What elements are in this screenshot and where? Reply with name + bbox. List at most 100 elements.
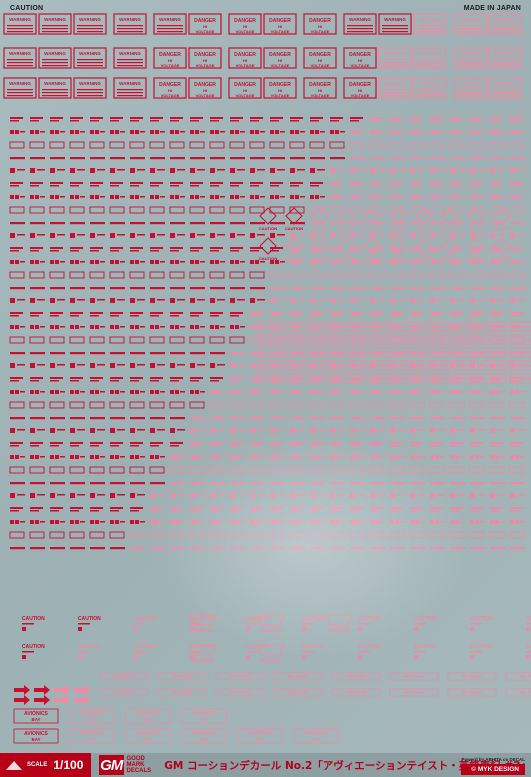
avionics-label: AVIONICS xyxy=(24,711,48,717)
decal-square xyxy=(390,233,395,238)
decal-bar xyxy=(170,312,183,314)
plaque-text-line xyxy=(417,65,443,67)
decal-bar xyxy=(210,417,225,420)
decal-square xyxy=(135,390,139,394)
hi-label: HI xyxy=(278,58,282,63)
warning-label: WARNING xyxy=(384,17,406,22)
decal-bar xyxy=(10,250,19,252)
decal-square xyxy=(150,493,155,498)
decal-bar xyxy=(110,510,119,512)
decal-square xyxy=(370,298,375,303)
decal-box xyxy=(229,206,245,214)
decal-bar xyxy=(377,429,385,431)
no-push-plate xyxy=(273,672,323,681)
arrow-mark xyxy=(34,685,50,695)
decal-square xyxy=(30,520,34,524)
avionics-label: AVIONICS xyxy=(80,731,104,737)
decal-bar xyxy=(470,651,482,653)
decal-bar xyxy=(350,120,359,122)
decal-bar xyxy=(350,312,363,314)
decal-bar xyxy=(480,196,485,198)
decal-square xyxy=(375,455,379,459)
decal-square xyxy=(350,195,354,199)
decal-square xyxy=(355,455,359,459)
plaque-frame xyxy=(378,13,412,35)
decal-bar xyxy=(510,445,519,447)
decal-square xyxy=(75,325,79,329)
decal-bar xyxy=(517,169,525,171)
decal-bar xyxy=(50,247,63,249)
decal-bar xyxy=(510,482,525,485)
decal-bar xyxy=(490,222,505,225)
decal-bar xyxy=(180,261,185,263)
decal-bar xyxy=(370,547,385,550)
decal-bar xyxy=(197,364,205,366)
decal-bar xyxy=(177,429,185,431)
decal-square xyxy=(295,260,299,264)
caution-plate xyxy=(369,373,395,384)
decal-square xyxy=(230,195,234,199)
warning-label: WARNING xyxy=(9,81,31,86)
decal-bar xyxy=(80,196,85,198)
decal-square xyxy=(250,455,254,459)
decal-box xyxy=(489,336,505,344)
decal-square xyxy=(10,363,15,368)
decal-bar xyxy=(297,299,305,301)
warning-label: WARNING xyxy=(459,51,481,56)
decal-bar xyxy=(240,456,245,458)
decal-bar xyxy=(440,391,445,393)
decal-bar xyxy=(30,352,45,355)
decal-bar xyxy=(77,169,85,171)
caution-label: CAUTION xyxy=(457,363,475,368)
caution-label: CAUTION xyxy=(389,256,407,261)
decal-bar xyxy=(140,326,145,328)
decal-bar xyxy=(40,131,45,133)
decal-square xyxy=(495,520,499,524)
decal-square xyxy=(330,493,335,498)
decal-bar xyxy=(80,521,85,523)
decal-box xyxy=(349,141,365,149)
decal-box xyxy=(269,271,285,279)
decal-square xyxy=(10,325,14,329)
hi-label: HI xyxy=(243,24,247,29)
decal-box xyxy=(289,336,305,344)
decal-box xyxy=(49,206,65,214)
decal-box xyxy=(189,531,205,539)
hi-label: HI xyxy=(278,88,282,93)
decal-square xyxy=(358,627,362,631)
decal-bar xyxy=(197,234,205,236)
decal-box xyxy=(169,466,185,474)
decal-box xyxy=(429,141,445,149)
decal-square xyxy=(75,390,79,394)
decal-square xyxy=(10,390,14,394)
decal-square xyxy=(90,390,94,394)
decal-square xyxy=(30,363,35,368)
decal-bar xyxy=(230,222,245,225)
decal-square xyxy=(210,428,215,433)
decal-bar xyxy=(290,117,303,119)
decal-bar xyxy=(210,377,223,379)
decal-square xyxy=(495,390,499,394)
caution-label: CAUTION xyxy=(429,350,447,355)
decal-square xyxy=(90,363,95,368)
hi-label: HI xyxy=(203,24,207,29)
rescue-label: RESCUE xyxy=(329,628,351,634)
plaque-text-line xyxy=(77,89,103,91)
avionics-plate xyxy=(13,728,59,744)
decal-square xyxy=(435,130,439,134)
decal-square xyxy=(190,130,194,134)
decal-bar xyxy=(497,494,505,496)
decal-box xyxy=(449,141,465,149)
decal-bar xyxy=(90,117,103,119)
decal-bar xyxy=(360,196,365,198)
decal-bar xyxy=(150,117,163,119)
rescue-emblem xyxy=(189,644,217,656)
decal-bar xyxy=(37,364,45,366)
decal-box xyxy=(309,206,325,214)
caution-plate xyxy=(285,360,311,371)
decal-square xyxy=(390,298,395,303)
decal-bar xyxy=(417,494,425,496)
decal-bar xyxy=(457,494,465,496)
decal-bar xyxy=(57,494,65,496)
decal-bar xyxy=(297,494,305,496)
